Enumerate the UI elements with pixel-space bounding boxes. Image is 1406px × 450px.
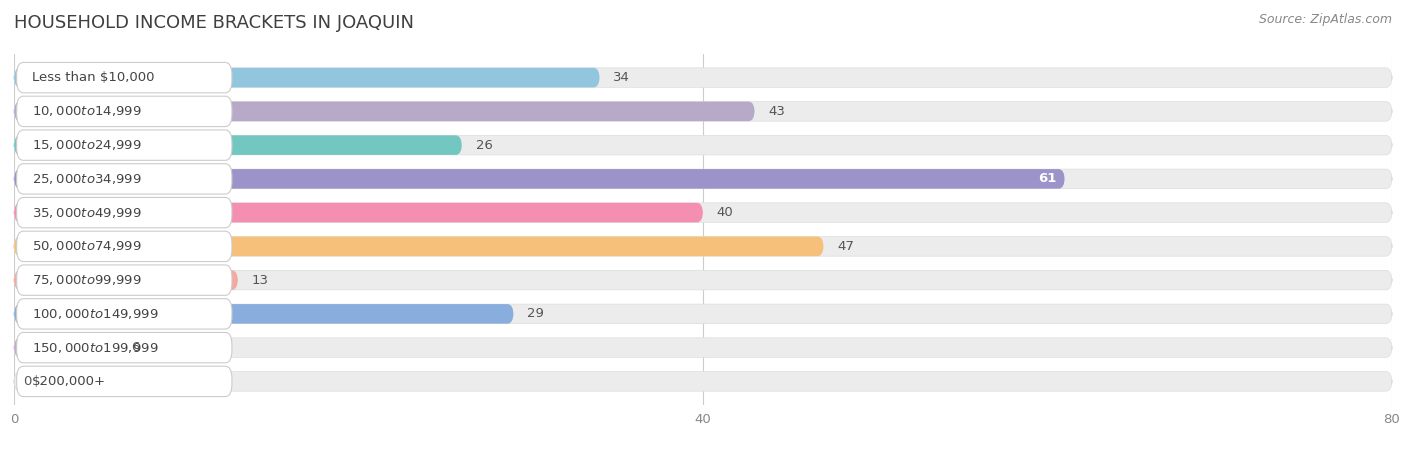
- Text: $200,000+: $200,000+: [32, 375, 105, 388]
- FancyBboxPatch shape: [14, 270, 1392, 290]
- FancyBboxPatch shape: [14, 237, 1392, 256]
- FancyBboxPatch shape: [14, 102, 1392, 121]
- Text: $15,000 to $24,999: $15,000 to $24,999: [32, 138, 142, 152]
- Text: $100,000 to $149,999: $100,000 to $149,999: [32, 307, 159, 321]
- FancyBboxPatch shape: [14, 169, 1064, 189]
- FancyBboxPatch shape: [17, 299, 232, 329]
- FancyBboxPatch shape: [14, 270, 238, 290]
- Text: 34: 34: [613, 71, 630, 84]
- FancyBboxPatch shape: [17, 333, 232, 363]
- FancyBboxPatch shape: [14, 135, 1392, 155]
- Text: 29: 29: [527, 307, 544, 320]
- Text: 6: 6: [131, 341, 139, 354]
- FancyBboxPatch shape: [14, 135, 463, 155]
- Text: 40: 40: [717, 206, 734, 219]
- Text: HOUSEHOLD INCOME BRACKETS IN JOAQUIN: HOUSEHOLD INCOME BRACKETS IN JOAQUIN: [14, 14, 413, 32]
- Text: 43: 43: [769, 105, 786, 118]
- FancyBboxPatch shape: [14, 338, 118, 357]
- FancyBboxPatch shape: [14, 68, 599, 87]
- FancyBboxPatch shape: [17, 164, 232, 194]
- FancyBboxPatch shape: [17, 265, 232, 295]
- Text: $25,000 to $34,999: $25,000 to $34,999: [32, 172, 142, 186]
- FancyBboxPatch shape: [14, 237, 824, 256]
- FancyBboxPatch shape: [14, 203, 1392, 222]
- FancyBboxPatch shape: [17, 63, 232, 93]
- FancyBboxPatch shape: [17, 231, 232, 261]
- Text: $50,000 to $74,999: $50,000 to $74,999: [32, 239, 142, 253]
- Text: 26: 26: [475, 139, 492, 152]
- Text: 0: 0: [22, 375, 31, 388]
- FancyBboxPatch shape: [14, 304, 513, 324]
- Text: 13: 13: [252, 274, 269, 287]
- FancyBboxPatch shape: [14, 304, 1392, 324]
- Text: 61: 61: [1038, 172, 1056, 185]
- Text: 47: 47: [838, 240, 855, 253]
- FancyBboxPatch shape: [17, 130, 232, 160]
- FancyBboxPatch shape: [14, 169, 1392, 189]
- FancyBboxPatch shape: [14, 203, 703, 222]
- FancyBboxPatch shape: [14, 102, 755, 121]
- FancyBboxPatch shape: [17, 198, 232, 228]
- FancyBboxPatch shape: [14, 338, 1392, 357]
- Text: $35,000 to $49,999: $35,000 to $49,999: [32, 206, 142, 220]
- FancyBboxPatch shape: [14, 68, 1392, 87]
- Text: Source: ZipAtlas.com: Source: ZipAtlas.com: [1258, 14, 1392, 27]
- Text: $150,000 to $199,999: $150,000 to $199,999: [32, 341, 159, 355]
- Text: $10,000 to $14,999: $10,000 to $14,999: [32, 104, 142, 118]
- FancyBboxPatch shape: [17, 366, 232, 396]
- FancyBboxPatch shape: [14, 372, 1392, 391]
- Text: $75,000 to $99,999: $75,000 to $99,999: [32, 273, 142, 287]
- Text: Less than $10,000: Less than $10,000: [32, 71, 155, 84]
- FancyBboxPatch shape: [17, 96, 232, 126]
